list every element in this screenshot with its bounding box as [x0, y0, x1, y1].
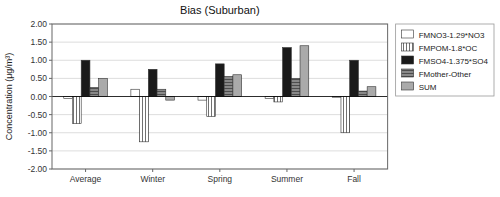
y-tick-label: 2.00 [30, 19, 47, 29]
legend-swatch [402, 69, 414, 77]
bar [367, 87, 376, 97]
bar [81, 60, 90, 96]
legend-swatch [402, 43, 414, 51]
bar [341, 97, 350, 133]
legend-frame [396, 24, 494, 96]
bar [233, 75, 242, 97]
y-tick-label: -2.00 [28, 164, 48, 174]
x-tick-label: Winter [140, 174, 165, 184]
y-tick-label: -1.00 [28, 128, 48, 138]
y-tick-label: 0.00 [30, 92, 47, 102]
y-tick-label: 1.00 [30, 55, 47, 65]
y-tick-label: -0.50 [28, 110, 48, 120]
title: Bias (Suburban) [180, 4, 260, 16]
y-axis-label: Concentration (μg/m³) [4, 53, 14, 141]
bar [99, 78, 108, 96]
bar [166, 97, 175, 101]
legend-label: FMSO4-1.375*SO4 [419, 57, 489, 66]
legend-label: FMother-Other [419, 70, 472, 79]
bar [72, 97, 81, 124]
bar [224, 77, 233, 97]
legend-swatch [402, 56, 414, 64]
x-tick-label: Average [70, 174, 102, 184]
bar [274, 97, 283, 102]
x-tick-label: Summer [271, 174, 303, 184]
grid-line [52, 150, 388, 151]
x-tick-label: Spring [208, 174, 233, 184]
bar [198, 97, 207, 101]
y-tick-label: -1.50 [28, 146, 48, 156]
bar [207, 97, 216, 117]
bar [148, 69, 157, 96]
legend-label: FMPOM-1.8*OC [419, 44, 478, 53]
bar [157, 89, 166, 96]
x-tick [85, 169, 86, 172]
grid-line [52, 60, 388, 61]
legend-swatch [402, 82, 414, 90]
x-tick [152, 169, 153, 172]
x-tick-label: Fall [347, 174, 361, 184]
x-tick [354, 169, 355, 172]
bar [90, 87, 99, 96]
legend: FMNO3-1.29*NO3 FMPOM-1.8*OC FMSO4-1.375*SO… [396, 24, 494, 96]
legend-label: SUM [419, 83, 437, 92]
grid-line [52, 42, 388, 43]
grid-line [52, 96, 388, 97]
bar [358, 91, 367, 96]
legend-label: FMNO3-1.29*NO3 [419, 31, 485, 40]
bar [350, 60, 359, 96]
bar [283, 48, 292, 97]
chart: Bias (Suburban) Concentration (μg/m³) -2.0… [0, 0, 500, 197]
grid-line [52, 132, 388, 133]
bar [140, 97, 149, 142]
x-tick [219, 169, 220, 172]
zero-line [52, 96, 388, 97]
bar [291, 78, 300, 96]
bars [64, 46, 376, 142]
y-tick-label: 0.50 [30, 73, 47, 83]
legend-swatch [402, 30, 414, 38]
x-tick [286, 169, 287, 172]
plot-frame [52, 24, 388, 169]
grid-line [52, 114, 388, 115]
y-tick-label: 1.50 [30, 37, 47, 47]
bar [215, 64, 224, 97]
bar [131, 89, 140, 96]
bar [300, 46, 309, 97]
